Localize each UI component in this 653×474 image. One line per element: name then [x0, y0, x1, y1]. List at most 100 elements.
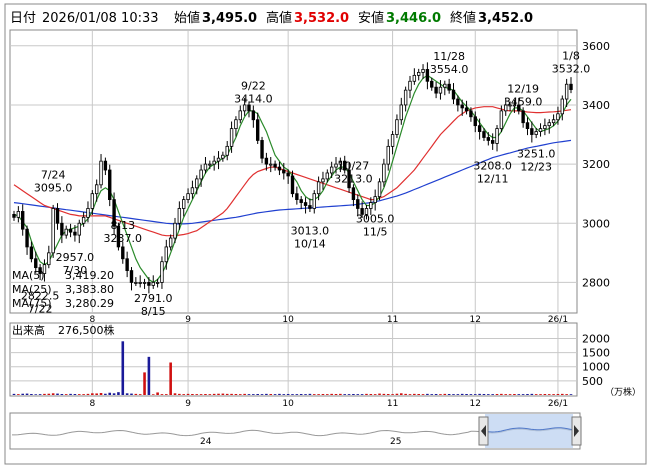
- candle-body: [421, 69, 425, 73]
- candle: [425, 62, 430, 90]
- candle-body: [377, 181, 382, 198]
- candle-body: [25, 228, 29, 248]
- candle-body: [234, 119, 238, 130]
- candle-body: [504, 104, 508, 112]
- volume-bar: [565, 394, 568, 395]
- candle: [155, 278, 160, 288]
- candle-body: [395, 119, 399, 135]
- candle-body: [94, 184, 99, 195]
- annotation-line: 10/14: [294, 237, 326, 250]
- candle-body: [525, 122, 530, 130]
- candle: [412, 68, 417, 85]
- candle-body: [242, 104, 247, 112]
- candle: [286, 169, 290, 184]
- candle: [42, 259, 47, 282]
- volume-bar: [508, 394, 512, 395]
- candle-body: [325, 172, 330, 180]
- candle: [551, 114, 556, 127]
- ohlc-header: 日付 2026/01/08 10:33 始値 3,495.0 高値 3,532.…: [10, 10, 533, 26]
- volume-bar: [460, 393, 464, 395]
- candle: [543, 118, 547, 136]
- candle-body: [64, 228, 68, 236]
- volume-bar: [64, 394, 68, 395]
- volume-bar: [487, 394, 490, 395]
- legend-ma75-label: MA(75): [12, 297, 52, 310]
- candle: [530, 121, 534, 143]
- price-x-axis: 8 9 10 11 12 26/1: [89, 315, 568, 325]
- volume-bar: [517, 394, 521, 395]
- candle: [138, 275, 142, 288]
- candle: [316, 176, 321, 201]
- candle-body: [142, 282, 147, 284]
- candle: [377, 178, 382, 201]
- volume-bar: [256, 394, 259, 395]
- candle-body: [160, 261, 164, 283]
- candle: [282, 162, 286, 180]
- volume-bar: [17, 394, 20, 395]
- candle-body: [81, 216, 86, 224]
- annotation: 3251.012/23: [517, 148, 556, 174]
- volume-bar: [212, 393, 216, 395]
- candle: [469, 107, 473, 122]
- volume-bar: [391, 394, 394, 395]
- candle-body: [229, 128, 234, 147]
- volume-bar: [265, 393, 268, 395]
- price-month-label: 26/1: [548, 315, 568, 325]
- legend-ma25-value: 3,383.80: [65, 283, 114, 296]
- annotation-line: 2822.5: [21, 290, 60, 303]
- candle-body: [177, 208, 182, 224]
- volume-bar: [252, 394, 255, 395]
- candle-body: [460, 104, 464, 109]
- candle-body: [182, 199, 186, 209]
- volume-bar: [178, 393, 181, 395]
- candle-body: [260, 140, 264, 159]
- candle-body: [247, 104, 251, 112]
- volume-bar: [95, 393, 98, 395]
- volume-bar: [552, 394, 555, 395]
- candle-body: [430, 80, 434, 88]
- candle-body: [495, 128, 499, 144]
- candle-body: [155, 282, 160, 284]
- navigator-selection[interactable]: [485, 414, 573, 448]
- volume-bar: [347, 394, 351, 395]
- candle-body: [538, 128, 543, 132]
- volume-y-tick-label: 2000: [582, 332, 610, 345]
- candle: [60, 216, 64, 244]
- volume-bar: [260, 394, 264, 395]
- annotation-line: 3005.0: [356, 213, 395, 226]
- volume-bar: [273, 394, 277, 395]
- candle: [538, 123, 543, 137]
- volume-bar: [417, 394, 420, 395]
- candle-body: [412, 74, 417, 82]
- volume-bar: [82, 394, 85, 395]
- volume-bar: [151, 394, 155, 395]
- volume-bar: [491, 394, 494, 395]
- ma-legend: MA(5) 3,419.20 MA(25) 3,383.80 MA(75) 3,…: [12, 269, 114, 310]
- high-value: 3,532.0: [294, 11, 349, 26]
- candle-body: [238, 110, 242, 121]
- volume-bar: [204, 394, 207, 395]
- candle-body: [447, 83, 451, 91]
- volume-bar: [569, 394, 573, 395]
- candle: [421, 64, 425, 79]
- volume-bar: [561, 393, 564, 395]
- volume-bar: [125, 393, 129, 395]
- candle: [216, 151, 221, 170]
- candle-body: [273, 163, 277, 168]
- volume-bar: [513, 394, 516, 395]
- candle-body: [199, 169, 203, 180]
- candle-body: [547, 122, 551, 127]
- annotation-line: 7/30: [63, 264, 88, 277]
- volume-bar: [504, 394, 508, 395]
- candle-body: [129, 270, 134, 283]
- candle: [556, 106, 560, 125]
- candle: [151, 275, 155, 289]
- price-month-label: 12: [470, 315, 481, 325]
- candle: [77, 219, 81, 244]
- volume-bar: [60, 394, 64, 395]
- candle: [504, 97, 508, 116]
- price-y-tick-label: 3400: [582, 99, 610, 112]
- legend-ma5-value: 3,419.20: [65, 269, 114, 282]
- candle: [212, 155, 216, 171]
- volume-bar: [221, 393, 225, 395]
